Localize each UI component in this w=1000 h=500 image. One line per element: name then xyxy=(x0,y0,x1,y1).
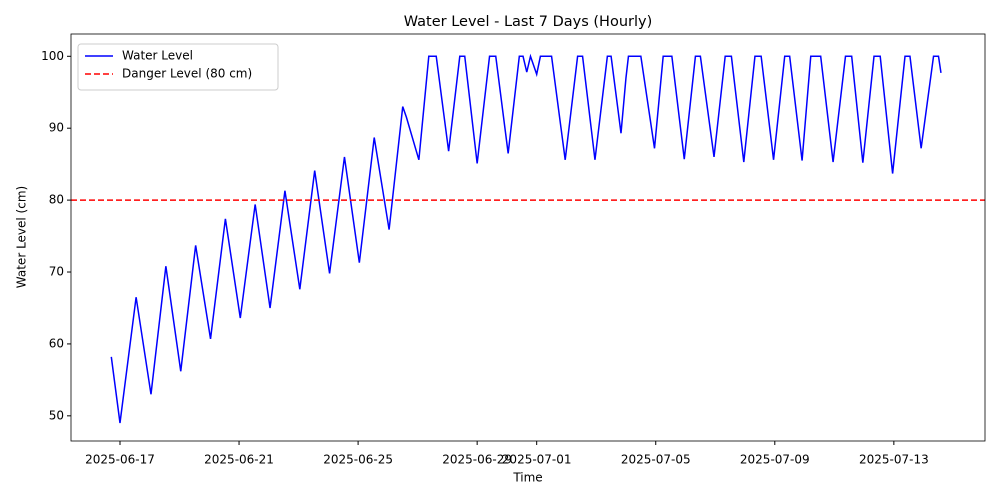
data-line xyxy=(110,53,942,424)
x-tick-label: 2025-06-25 xyxy=(323,453,393,467)
chart-title: Water Level - Last 7 Days (Hourly) xyxy=(404,14,653,30)
axes-frame xyxy=(70,33,986,442)
x-tick-label: 2025-07-05 xyxy=(621,453,691,467)
x-tick-label: 2025-07-13 xyxy=(859,453,929,467)
legend-box xyxy=(77,43,279,91)
y-tick-label: 70 xyxy=(49,265,64,279)
x-tick-label: 2025-07-01 xyxy=(502,453,572,467)
y-axis-label: Water Level (cm) xyxy=(15,186,29,288)
y-tick-label: 100 xyxy=(41,49,64,63)
y-tick-label: 50 xyxy=(49,408,64,422)
x-tick-label: 2025-06-29 xyxy=(442,453,512,467)
y-tick-label: 80 xyxy=(49,193,64,207)
y-tick-label: 90 xyxy=(49,121,64,135)
x-tick-label: 2025-06-17 xyxy=(85,453,155,467)
x-tick-label: 2025-07-09 xyxy=(740,453,810,467)
legend-label: Danger Level (80 cm) xyxy=(122,67,252,81)
y-tick-label: 60 xyxy=(49,336,64,350)
legend-label: Water Level xyxy=(122,49,193,63)
x-tick-label: 2025-06-21 xyxy=(204,453,274,467)
x-axis-label: Time xyxy=(512,471,542,485)
